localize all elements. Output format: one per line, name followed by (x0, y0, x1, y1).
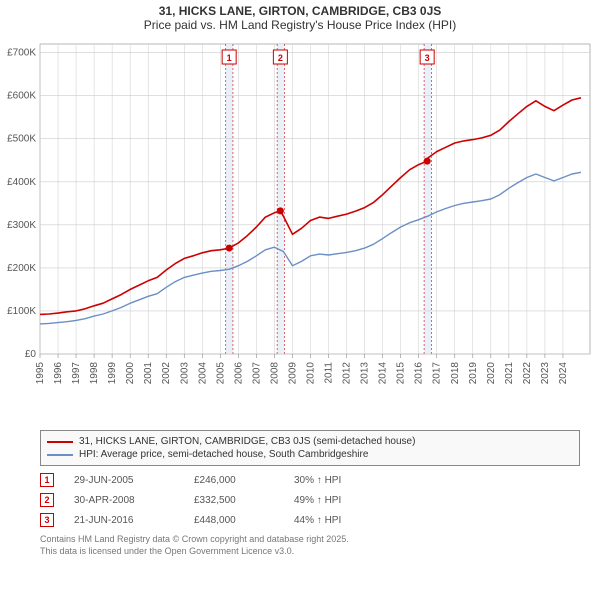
legend-label: 31, HICKS LANE, GIRTON, CAMBRIDGE, CB3 0… (79, 436, 415, 447)
svg-text:2009: 2009 (287, 362, 298, 385)
svg-text:1999: 1999 (107, 362, 118, 385)
svg-text:2007: 2007 (251, 362, 262, 385)
svg-text:2004: 2004 (197, 362, 208, 385)
svg-text:1997: 1997 (71, 362, 82, 385)
svg-text:2012: 2012 (342, 362, 353, 385)
svg-text:2005: 2005 (215, 362, 226, 385)
table-row: 1 29-JUN-2005 £246,000 30% ↑ HPI (40, 470, 580, 490)
tx-date: 30-APR-2008 (74, 495, 174, 506)
svg-text:2014: 2014 (378, 362, 389, 385)
svg-text:£200K: £200K (7, 263, 36, 274)
svg-text:2016: 2016 (414, 362, 425, 385)
svg-text:2021: 2021 (504, 362, 515, 385)
svg-text:£700K: £700K (7, 48, 36, 59)
svg-text:2024: 2024 (558, 362, 569, 385)
chart-title-block: 31, HICKS LANE, GIRTON, CAMBRIDGE, CB3 0… (0, 0, 600, 34)
tx-price: £332,500 (194, 495, 274, 506)
svg-text:£500K: £500K (7, 134, 36, 145)
marker-badge: 2 (40, 493, 54, 507)
tx-delta: 30% ↑ HPI (294, 475, 374, 486)
tx-delta: 44% ↑ HPI (294, 515, 374, 526)
svg-text:1996: 1996 (53, 362, 64, 385)
svg-text:2023: 2023 (540, 362, 551, 385)
tx-date: 21-JUN-2016 (74, 515, 174, 526)
svg-text:2000: 2000 (125, 362, 136, 385)
svg-text:2019: 2019 (468, 362, 479, 385)
legend-swatch (47, 441, 73, 443)
marker-badge: 3 (40, 513, 54, 527)
tx-price: £246,000 (194, 475, 274, 486)
svg-text:£0: £0 (25, 349, 37, 360)
svg-text:2017: 2017 (432, 362, 443, 385)
svg-text:2020: 2020 (486, 362, 497, 385)
svg-text:2011: 2011 (324, 362, 335, 384)
legend-label: HPI: Average price, semi-detached house,… (79, 449, 368, 460)
svg-text:£100K: £100K (7, 306, 36, 317)
svg-text:2018: 2018 (450, 362, 461, 385)
svg-text:2013: 2013 (360, 362, 371, 385)
marker-badge: 1 (40, 473, 54, 487)
svg-text:2003: 2003 (179, 362, 190, 385)
svg-text:£300K: £300K (7, 220, 36, 231)
svg-text:2008: 2008 (269, 362, 280, 385)
svg-text:2001: 2001 (143, 362, 154, 385)
tx-delta: 49% ↑ HPI (294, 495, 374, 506)
svg-text:2022: 2022 (522, 362, 533, 385)
svg-text:3: 3 (425, 53, 430, 63)
legend: 31, HICKS LANE, GIRTON, CAMBRIDGE, CB3 0… (40, 430, 580, 466)
svg-text:2: 2 (278, 53, 283, 63)
svg-text:2010: 2010 (305, 362, 316, 385)
chart-container: £0 £100K £200K £300K £400K £500K £600K £700K 199… (0, 34, 600, 424)
tx-date: 29-JUN-2005 (74, 475, 174, 486)
tx-price: £448,000 (194, 515, 274, 526)
svg-text:1995: 1995 (35, 362, 46, 385)
price-chart: £0 £100K £200K £300K £400K £500K £600K £700K 199… (0, 34, 600, 424)
attribution-footer: Contains HM Land Registry data © Crown c… (40, 534, 580, 557)
footer-line: This data is licensed under the Open Gov… (40, 546, 580, 558)
table-row: 3 21-JUN-2016 £448,000 44% ↑ HPI (40, 510, 580, 530)
svg-text:£600K: £600K (7, 91, 36, 102)
legend-item: HPI: Average price, semi-detached house,… (47, 448, 573, 461)
footer-line: Contains HM Land Registry data © Crown c… (40, 534, 580, 546)
title-line1: 31, HICKS LANE, GIRTON, CAMBRIDGE, CB3 0… (0, 4, 600, 18)
svg-text:2006: 2006 (233, 362, 244, 385)
svg-text:1: 1 (227, 53, 232, 63)
svg-text:1998: 1998 (89, 362, 100, 385)
legend-swatch (47, 454, 73, 456)
legend-item: 31, HICKS LANE, GIRTON, CAMBRIDGE, CB3 0… (47, 435, 573, 448)
svg-text:2015: 2015 (396, 362, 407, 385)
svg-text:2002: 2002 (161, 362, 172, 385)
svg-text:£400K: £400K (7, 177, 36, 188)
table-row: 2 30-APR-2008 £332,500 49% ↑ HPI (40, 490, 580, 510)
title-line2: Price paid vs. HM Land Registry's House … (0, 18, 600, 32)
transactions-table: 1 29-JUN-2005 £246,000 30% ↑ HPI 2 30-AP… (40, 470, 580, 530)
